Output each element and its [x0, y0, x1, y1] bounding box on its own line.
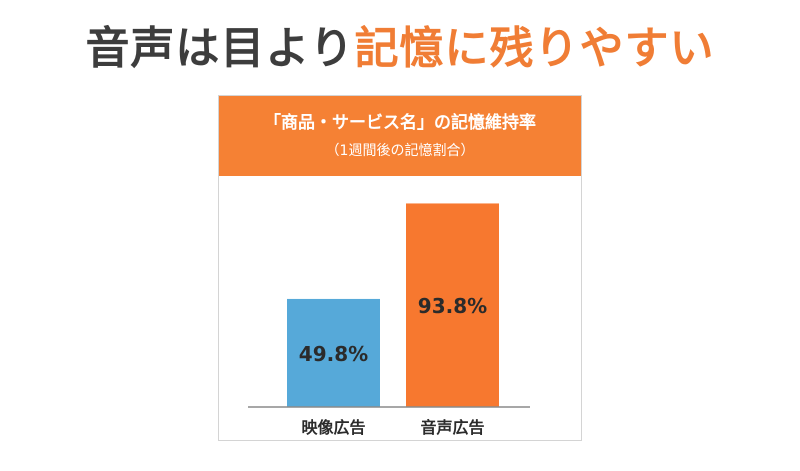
category-label: 映像広告 — [301, 418, 365, 437]
category-label: 音声広告 — [420, 418, 484, 437]
bar-value-label: 93.8% — [418, 294, 487, 318]
bar-2 — [406, 203, 499, 407]
bar-1 — [287, 298, 380, 407]
chart-card: 「商品・サービス名」の記憶維持率 （1週間後の記憶割合） — [218, 95, 582, 441]
chart-title: 「商品・サービス名」の記憶維持率 — [264, 113, 536, 133]
chart-subtitle: （1週間後の記憶割合） — [325, 143, 475, 159]
bar-value-label: 49.8% — [299, 342, 368, 366]
headline-emphasis: 記憶に残りやすい — [354, 23, 715, 74]
headline-lead: 音声は目より — [85, 23, 355, 74]
headline: 音声は目より記憶に残りやすい — [0, 14, 800, 84]
chart-header: 「商品・サービス名」の記憶維持率 （1週間後の記憶割合） — [219, 96, 581, 176]
